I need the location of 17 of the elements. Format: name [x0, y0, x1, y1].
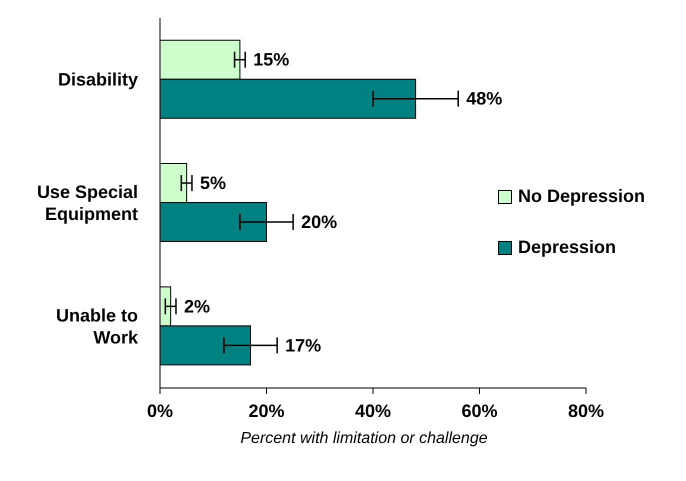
- y-tick-label: Use Special Equipment: [36, 182, 138, 224]
- data-label: 20%: [301, 212, 338, 232]
- x-tick-label: 60%: [461, 400, 498, 421]
- legend-label: No Depression: [518, 186, 646, 207]
- x-axis-title: Percent with limitation or challenge: [239, 430, 489, 448]
- y-tick-label: Disability: [58, 70, 138, 90]
- data-label: 5%: [200, 173, 226, 194]
- x-tick-label: 20%: [248, 400, 285, 421]
- x-tick-label: 80%: [568, 400, 604, 421]
- data-label: 48%: [466, 88, 502, 109]
- x-tick-label: 0%: [146, 400, 174, 421]
- data-label: 2%: [184, 296, 210, 316]
- data-label: 15%: [253, 50, 290, 70]
- y-tick-label: Unable to Work: [56, 305, 139, 348]
- data-label: 17%: [285, 335, 322, 356]
- legend-label: Depression: [518, 237, 616, 258]
- x-tick-label: 40%: [354, 400, 392, 421]
